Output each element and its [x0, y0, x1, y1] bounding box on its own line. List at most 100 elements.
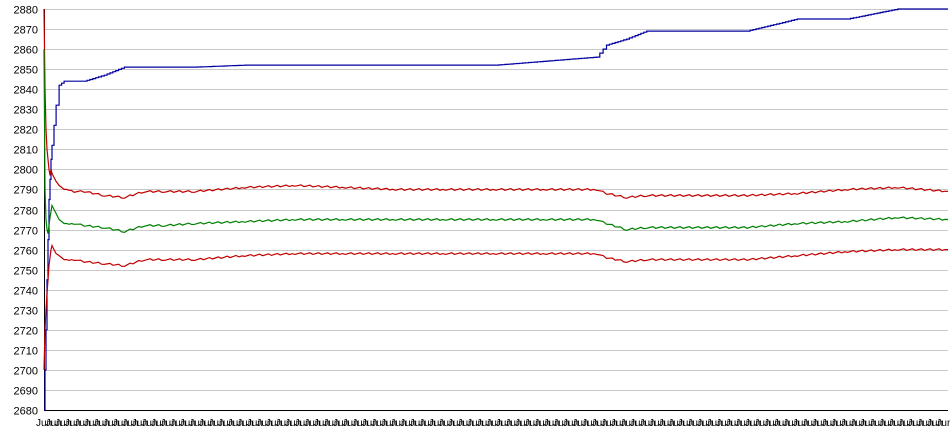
- x-tick-label: Jun: [448, 418, 464, 429]
- x-tick-label: Jun: [362, 418, 378, 429]
- x-tick-label: Jun: [55, 418, 71, 429]
- x-tick-label: Jun: [879, 418, 895, 429]
- y-axis-tick-labels: 2680 2690 2700 2710 2720 2730 2740 2750 2760 2770…: [14, 5, 38, 418]
- x-tick-label: Jun: [199, 418, 215, 429]
- x-tick-label: Jun: [630, 418, 646, 429]
- x-tick-label: Jun: [333, 418, 349, 429]
- y-tick-label: 2730: [14, 306, 38, 318]
- x-tick-label: Jun: [802, 418, 818, 429]
- x-tick-label: Jun: [525, 418, 541, 429]
- x-tick-label: Jun: [821, 418, 837, 429]
- x-tick-label: Jun: [553, 418, 569, 429]
- x-tick-label: Jun: [793, 418, 809, 429]
- y-tick-label: 2690: [14, 386, 38, 398]
- x-tick-label: Jun: [639, 418, 655, 429]
- x-tick-label: Jun: [228, 418, 244, 429]
- x-tick-label: Jun: [889, 418, 905, 429]
- x-tick-label: Jun: [620, 418, 636, 429]
- x-tick-label: Jun: [754, 418, 770, 429]
- x-tick-label: Jun: [572, 418, 588, 429]
- x-tick-label: Jun: [390, 418, 406, 429]
- y-tick-label: 2880: [14, 5, 38, 17]
- x-tick-label: Jun: [611, 418, 627, 429]
- x-tick-label: Jun: [496, 418, 512, 429]
- x-tick-label: Jun: [668, 418, 684, 429]
- x-tick-label: Jun: [860, 418, 876, 429]
- x-tick-label: Jun: [936, 418, 950, 429]
- x-tick-label: Jun: [74, 418, 90, 429]
- x-tick-label: Jun: [783, 418, 799, 429]
- y-tick-label: 2810: [14, 145, 38, 157]
- x-tick-label: Jun: [477, 418, 493, 429]
- x-tick-label: Jun: [93, 418, 109, 429]
- y-tick-label: 2680: [14, 406, 38, 418]
- y-tick-label: 2720: [14, 326, 38, 338]
- x-tick-label: Jun: [237, 418, 253, 429]
- x-tick-label: Jun: [812, 418, 828, 429]
- x-tick-label: Jun: [419, 418, 435, 429]
- x-tick-label: Jun: [735, 418, 751, 429]
- y-tick-label: 2830: [14, 105, 38, 117]
- x-tick-label: Jun: [295, 418, 311, 429]
- x-tick-label: Jun: [410, 418, 426, 429]
- x-tick-label: Jun: [582, 418, 598, 429]
- x-tick-label: Jun: [218, 418, 234, 429]
- x-tick-label: Jun: [515, 418, 531, 429]
- x-tick-label: Jun: [208, 418, 224, 429]
- x-tick-label: Jun: [774, 418, 790, 429]
- x-tick-label: Jun: [716, 418, 732, 429]
- series-line-3: [43, 49, 949, 234]
- y-tick-label: 2870: [14, 25, 38, 37]
- series-lines: [43, 8, 949, 411]
- x-tick-label: Jun: [103, 418, 119, 429]
- x-tick-label: Jun: [151, 418, 167, 429]
- x-tick-label: Jun: [869, 418, 885, 429]
- x-tick-label: Jun: [534, 418, 550, 429]
- x-tick-label: Jun: [841, 418, 857, 429]
- x-tick-label: Jun: [687, 418, 703, 429]
- y-tick-label: 2700: [14, 366, 38, 378]
- x-tick-label: Jun: [505, 418, 521, 429]
- y-tick-label: 2740: [14, 286, 38, 298]
- x-tick-label: Jun: [592, 418, 608, 429]
- x-axis-tick-labels: JunJunJunJunJunJunJunJunJunJunJunJunJunJ…: [36, 418, 950, 429]
- y-tick-label: 2850: [14, 65, 38, 77]
- y-tick-label: 2770: [14, 226, 38, 238]
- x-tick-label: Jun: [141, 418, 157, 429]
- y-tick-label: 2710: [14, 346, 38, 358]
- y-tick-label: 2760: [14, 246, 38, 258]
- x-tick-label: Jun: [275, 418, 291, 429]
- y-tick-label: 2780: [14, 206, 38, 218]
- y-tick-label: 2800: [14, 165, 38, 177]
- x-tick-label: Jun: [659, 418, 675, 429]
- x-tick-label: Jun: [46, 418, 62, 429]
- x-tick-label: Jun: [917, 418, 933, 429]
- x-tick-label: Jun: [764, 418, 780, 429]
- y-tick-label: 2840: [14, 85, 38, 97]
- x-tick-label: Jun: [161, 418, 177, 429]
- x-tick-label: Jun: [831, 418, 847, 429]
- x-tick-label: Jun: [122, 418, 138, 429]
- x-tick-label: Jun: [908, 418, 924, 429]
- x-tick-label: Jun: [898, 418, 914, 429]
- y-tick-label: 2750: [14, 266, 38, 278]
- x-tick-label: Jun: [707, 418, 723, 429]
- x-tick-label: Jun: [266, 418, 282, 429]
- x-tick-label: Jun: [256, 418, 272, 429]
- y-tick-label: 2790: [14, 185, 38, 197]
- x-tick-label: Jun: [285, 418, 301, 429]
- x-tick-label: Jun: [371, 418, 387, 429]
- x-tick-label: Jun: [170, 418, 186, 429]
- x-tick-label: Jun: [544, 418, 560, 429]
- x-tick-label: Jun: [189, 418, 205, 429]
- series-line-4: [43, 243, 948, 370]
- x-tick-label: Jun: [649, 418, 665, 429]
- gridlines: [44, 9, 948, 411]
- x-tick-label: Jun: [438, 418, 454, 429]
- x-tick-label: Jun: [343, 418, 359, 429]
- x-tick-label: Jun: [927, 418, 943, 429]
- x-tick-label: Jun: [247, 418, 263, 429]
- series-line-2: [43, 8, 949, 199]
